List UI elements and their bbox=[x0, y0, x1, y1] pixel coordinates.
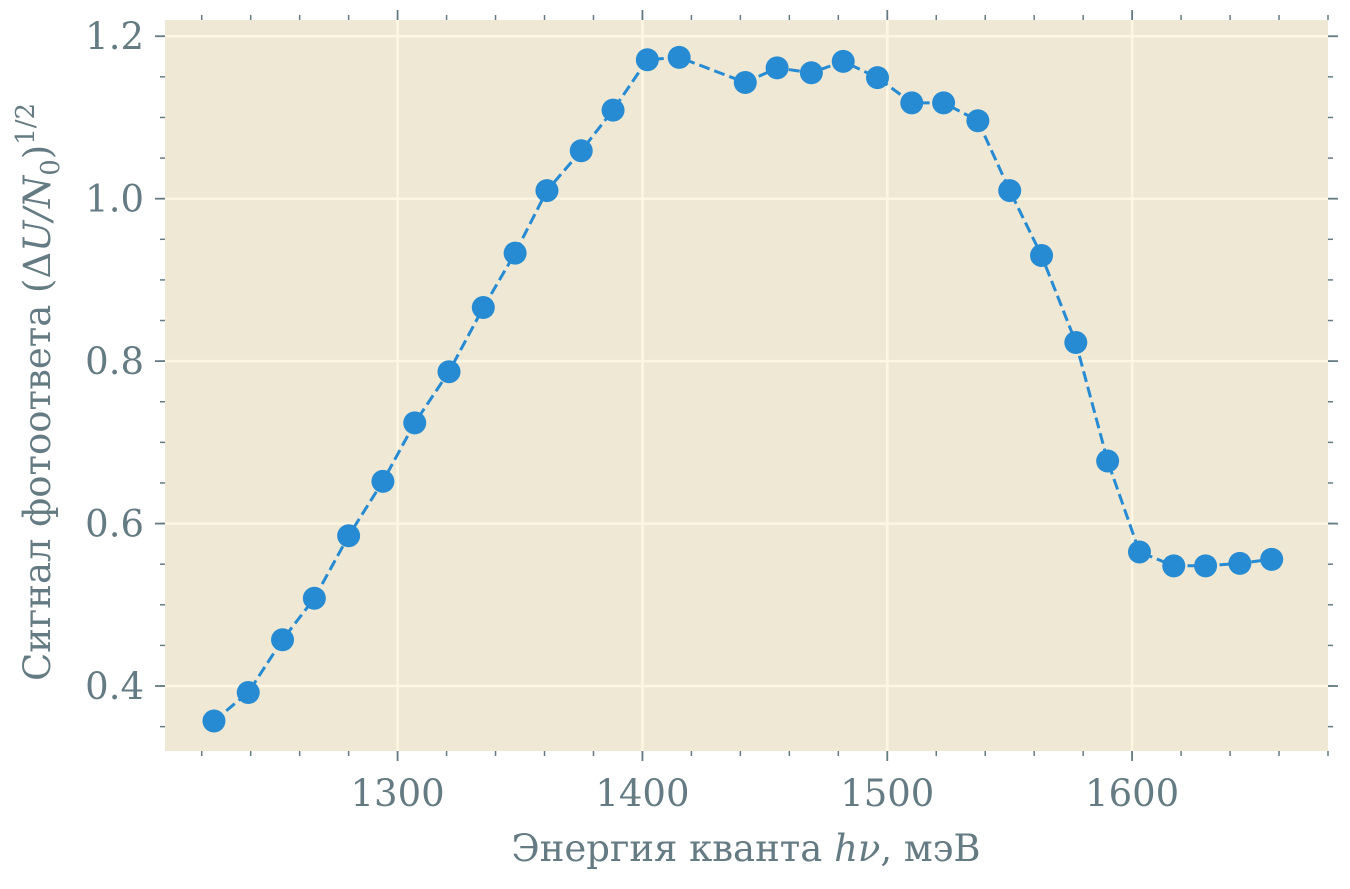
data-point bbox=[765, 56, 789, 80]
data-point bbox=[271, 628, 295, 652]
data-point bbox=[302, 586, 326, 610]
data-point bbox=[1064, 330, 1088, 354]
x-tick-label: 1500 bbox=[840, 772, 934, 815]
data-point bbox=[236, 681, 260, 705]
y-tick-label: 1.2 bbox=[85, 15, 144, 58]
series-layer bbox=[202, 45, 1284, 733]
x-axis-label: Энергия кванта hν, мэВ bbox=[511, 827, 980, 870]
data-point bbox=[1030, 244, 1054, 268]
data-point bbox=[503, 241, 527, 265]
y-axis-label: Сигнал фотоответа (ΔU/N0)1/2 bbox=[11, 103, 66, 681]
data-point bbox=[437, 360, 461, 384]
y-tick-label: 0.4 bbox=[85, 665, 144, 708]
data-point bbox=[865, 66, 889, 90]
data-point bbox=[535, 179, 559, 203]
data-point bbox=[932, 91, 956, 115]
data-point bbox=[900, 91, 924, 115]
data-point bbox=[1127, 540, 1151, 564]
x-tick-label: 1400 bbox=[595, 772, 689, 815]
x-tick-label: 1600 bbox=[1085, 772, 1179, 815]
data-point bbox=[569, 139, 593, 163]
data-point bbox=[601, 98, 625, 122]
data-point bbox=[337, 524, 361, 548]
data-point bbox=[831, 49, 855, 73]
data-point bbox=[1096, 449, 1120, 473]
data-point bbox=[1162, 554, 1186, 578]
data-point bbox=[799, 61, 823, 85]
data-point bbox=[202, 709, 226, 733]
data-point bbox=[998, 179, 1022, 203]
data-point bbox=[1260, 547, 1284, 571]
y-tick-label: 1.0 bbox=[85, 178, 144, 221]
data-point bbox=[966, 109, 990, 133]
data-point bbox=[371, 469, 395, 493]
data-point bbox=[1194, 554, 1218, 578]
tick-labels: 1300 1400 1500 1600 0.4 0.6 0.8 1.0 1.2 bbox=[85, 15, 1179, 815]
grid-lines bbox=[165, 20, 1328, 751]
data-point bbox=[733, 71, 757, 95]
y-tick-label: 0.6 bbox=[85, 503, 144, 546]
data-point bbox=[471, 296, 495, 320]
data-point bbox=[667, 45, 691, 69]
plot-area bbox=[165, 20, 1328, 751]
data-point bbox=[403, 411, 427, 435]
x-tick-label: 1300 bbox=[351, 772, 445, 815]
data-point bbox=[1228, 551, 1252, 575]
data-point bbox=[635, 48, 659, 72]
y-tick-label: 0.8 bbox=[85, 340, 144, 383]
axis-ticks bbox=[155, 10, 1338, 761]
